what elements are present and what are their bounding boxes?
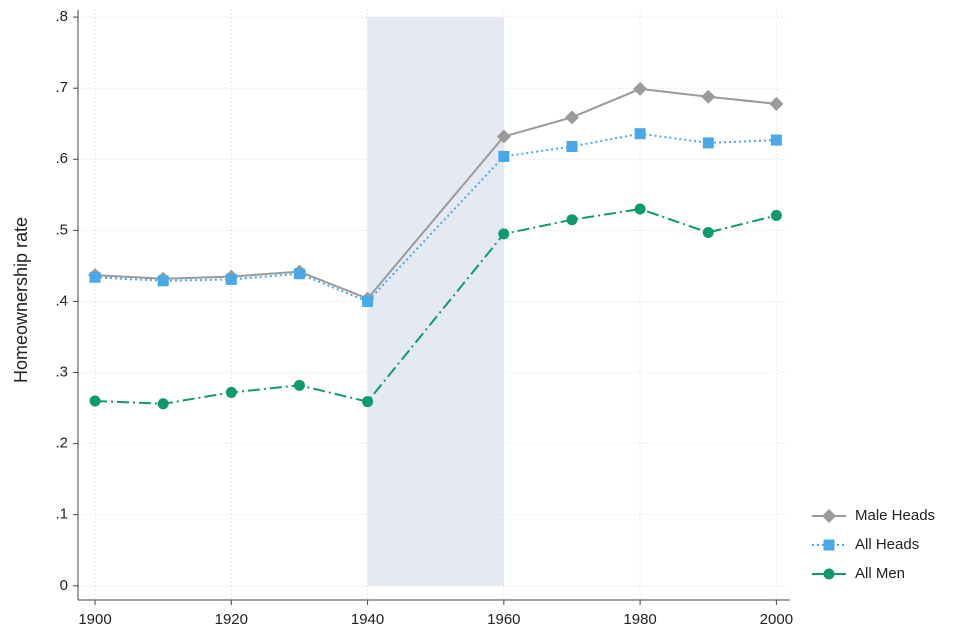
- legend-marker: [823, 568, 835, 580]
- legend-marker: [822, 509, 836, 523]
- data-point: [293, 379, 305, 391]
- data-point: [157, 275, 169, 287]
- data-point: [362, 295, 374, 307]
- x-tick-label: 1940: [351, 611, 384, 628]
- data-point: [157, 398, 169, 410]
- data-point: [225, 273, 237, 285]
- data-point: [89, 271, 101, 283]
- x-tick-label: 1920: [215, 611, 248, 628]
- data-point: [293, 268, 305, 280]
- data-point: [701, 89, 716, 104]
- y-tick-label: 0: [60, 577, 68, 594]
- data-point: [496, 129, 511, 144]
- data-point: [770, 134, 782, 146]
- data-point: [634, 203, 646, 215]
- y-axis-title: Homeownership rate: [11, 217, 31, 383]
- data-point: [770, 209, 782, 221]
- data-point: [498, 150, 510, 162]
- legend-label: All Men: [855, 565, 905, 582]
- legend-label: Male Heads: [855, 507, 935, 524]
- y-tick-label: .1: [55, 506, 68, 523]
- series-line: [94, 208, 777, 405]
- data-point: [566, 214, 578, 226]
- series-line: [94, 87, 777, 300]
- data-point: [566, 140, 578, 152]
- data-point: [89, 395, 101, 407]
- y-tick-label: .4: [55, 292, 68, 309]
- data-point: [634, 128, 646, 140]
- y-tick-label: .7: [55, 79, 68, 96]
- y-tick-label: .8: [55, 8, 68, 25]
- data-point: [769, 96, 784, 111]
- y-tick-label: .2: [55, 435, 68, 452]
- legend-label: All Heads: [855, 536, 919, 553]
- shaded-period: [367, 17, 504, 586]
- x-tick-label: 1900: [78, 611, 111, 628]
- y-tick-label: .3: [55, 363, 68, 380]
- x-tick-label: 1980: [623, 611, 656, 628]
- legend-marker: [823, 539, 835, 551]
- data-point: [498, 228, 510, 240]
- x-tick-label: 1960: [487, 611, 520, 628]
- x-tick-label: 2000: [760, 611, 793, 628]
- data-point: [702, 137, 714, 149]
- data-point: [702, 226, 714, 238]
- data-point: [564, 110, 579, 125]
- data-point: [633, 81, 648, 96]
- y-tick-label: .5: [55, 221, 68, 238]
- data-point: [225, 386, 237, 398]
- y-tick-label: .6: [55, 150, 68, 167]
- data-point: [362, 396, 374, 408]
